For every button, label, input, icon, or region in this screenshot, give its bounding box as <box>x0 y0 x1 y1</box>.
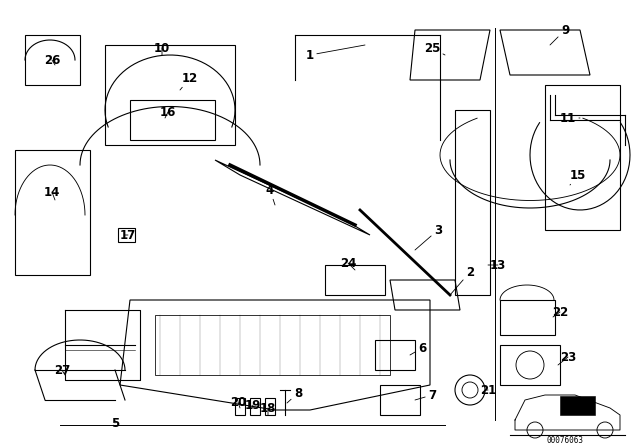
Text: 21: 21 <box>480 383 496 396</box>
Text: 11: 11 <box>560 112 580 125</box>
Text: 12: 12 <box>180 72 198 90</box>
Text: 22: 22 <box>552 306 568 319</box>
Polygon shape <box>560 396 595 415</box>
Text: 19: 19 <box>245 399 261 412</box>
Text: 18: 18 <box>260 401 276 415</box>
Text: 17: 17 <box>120 228 136 241</box>
Text: 2: 2 <box>450 266 474 295</box>
Text: 8: 8 <box>287 387 302 403</box>
Text: 1: 1 <box>306 45 365 61</box>
Text: 24: 24 <box>340 257 356 270</box>
Text: 7: 7 <box>415 388 436 401</box>
Text: 6: 6 <box>410 341 426 355</box>
Text: 3: 3 <box>415 224 442 250</box>
Text: 20: 20 <box>230 396 246 409</box>
Text: 9: 9 <box>550 23 569 45</box>
Text: 00076063: 00076063 <box>547 435 584 444</box>
Text: 10: 10 <box>154 42 170 55</box>
Text: 27: 27 <box>54 363 70 376</box>
Text: 26: 26 <box>44 53 60 66</box>
Text: 5: 5 <box>111 417 119 430</box>
Text: 16: 16 <box>160 105 176 119</box>
Text: 13: 13 <box>488 258 506 271</box>
Text: 23: 23 <box>558 350 576 365</box>
Text: 15: 15 <box>570 168 586 185</box>
Text: 14: 14 <box>44 185 60 200</box>
Text: 25: 25 <box>424 42 445 55</box>
Text: 4: 4 <box>266 184 275 205</box>
